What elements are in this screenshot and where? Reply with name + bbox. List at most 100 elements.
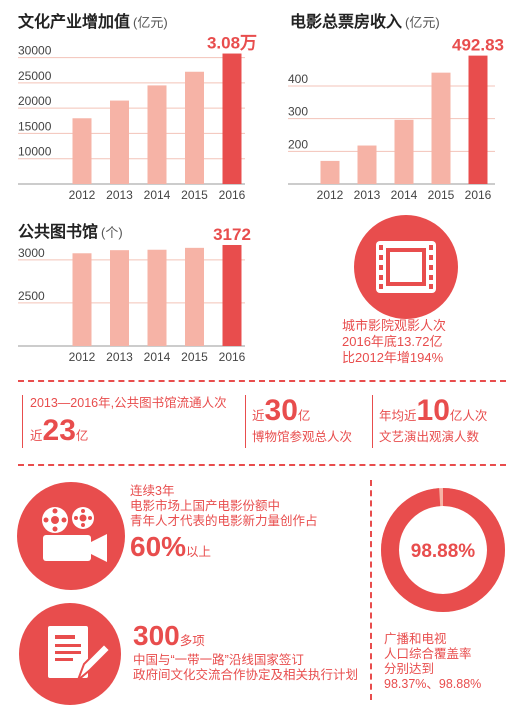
chart3-xtick-label: 2016 <box>219 350 246 364</box>
film-share-line-2: 电影市场上国产电影份额中 <box>130 499 281 513</box>
chart2-unit: (亿元) <box>405 15 440 30</box>
stat-library-bar <box>22 395 23 448</box>
chart3-ytick-label: 2500 <box>18 289 45 303</box>
stat-library-suffix: 亿 <box>75 429 89 443</box>
chart2-ytick-label: 300 <box>288 105 308 119</box>
chart2-bar-2016 <box>468 55 488 184</box>
chart1-ytick-label: 20000 <box>18 94 52 108</box>
projector-badge <box>17 482 125 590</box>
cinema-line-3: 比2012年增194% <box>342 350 444 365</box>
document-pen-icon <box>48 626 112 684</box>
chart2-title: 电影总票房收入 <box>290 14 403 31</box>
chart1-bar-2012 <box>72 118 92 184</box>
stat-museum: 近30亿 博物馆参观总人次 <box>252 394 352 445</box>
stat-library-number: 23 <box>42 414 76 447</box>
coverage-donut: 98.88% <box>381 488 505 612</box>
chart1-xtick-label: 2013 <box>106 188 133 202</box>
stat-museum-bar <box>245 395 246 448</box>
stat-museum-number: 30 <box>264 394 298 427</box>
stat-library-prefix: 近 <box>30 429 43 443</box>
chart3-highlight-label: 3172 <box>213 225 251 244</box>
chart3-bar-2015 <box>185 247 204 346</box>
chart1-bar-2014 <box>147 85 167 184</box>
chart3-title-block: 公共图书馆 (个) <box>18 218 123 242</box>
chart1-ytick-label: 10000 <box>18 145 52 159</box>
chart1-ytick-label: 15000 <box>18 119 52 133</box>
stat-performance-bar <box>372 395 373 448</box>
chart2-xtick-label: 2015 <box>428 188 455 202</box>
stat-library-line: 2013—2016年,公共图书馆流通人次 <box>30 396 227 410</box>
stat-museum-caption: 博物馆参观总人次 <box>252 430 353 444</box>
chart1-ytick-label: 25000 <box>18 69 52 83</box>
chart3-bar-2016 <box>222 244 242 346</box>
chart1-title: 文化产业增加值 <box>18 14 131 31</box>
separator-1 <box>18 380 506 382</box>
chart2-ytick-label: 200 <box>288 137 308 151</box>
broadcast-line-1: 广播和电视 <box>384 632 447 646</box>
chart2-bar-2013 <box>357 145 377 184</box>
chart3-bar-2013 <box>110 250 129 346</box>
chart2-bar-2014 <box>394 119 414 184</box>
chart2-xtick-label: 2014 <box>391 188 418 202</box>
chart1-unit: (亿元) <box>133 15 168 30</box>
broadcast-text: 广播和电视 人口综合覆盖率 分别达到 98.37%、98.88% <box>384 632 481 692</box>
film-share-number: 60% <box>130 531 187 562</box>
broadcast-line-2: 人口综合覆盖率 <box>384 647 472 661</box>
stat-performance: 年均近10亿人次 文艺演出观演人数 <box>379 394 487 445</box>
movie-projector-icon <box>42 507 107 562</box>
chart1-title-block: 文化产业增加值 (亿元) <box>18 8 168 32</box>
chart3-xtick-label: 2015 <box>181 350 208 364</box>
chart2-ytick-label: 400 <box>288 72 308 86</box>
chart3-svg: 3000 2500 2012 2013 2014 2015 2016 3172 <box>18 225 251 364</box>
stat-performance-number: 10 <box>416 394 450 427</box>
film-share-line-3: 青年人才代表的电影新力量创作占 <box>130 514 318 528</box>
chart2-xtick-label: 2016 <box>465 188 492 202</box>
chart3-ytick-label: 3000 <box>18 246 45 260</box>
chart1-bar-2016 <box>222 53 242 184</box>
agreements-line-2: 政府间文化交流合作协定及相关执行计划 <box>133 668 359 682</box>
donut-coverage-slice <box>381 488 505 612</box>
stat-museum-suffix: 亿 <box>297 409 311 423</box>
stat-performance-suffix: 亿人次 <box>449 409 488 423</box>
chart2-title-block: 电影总票房收入 (亿元) <box>290 8 440 32</box>
chart2-svg: 400 300 200 2012 2013 2014 2015 2016 492.83 <box>288 36 504 202</box>
cinema-line-2: 2016年底13.72亿 <box>342 334 443 349</box>
agreements-text: 300多项 中国与“一带一路”沿线国家签订 政府间文化交流合作协定及相关执行计划 <box>133 620 358 683</box>
chart2-xtick-label: 2012 <box>317 188 344 202</box>
film-strip-icon <box>376 241 436 293</box>
chart2-xtick-label: 2013 <box>354 188 381 202</box>
chart3-unit: (个) <box>101 225 123 240</box>
cinema-text: 城市影院观影人次 2016年底13.72亿 比2012年增194% <box>342 318 446 366</box>
chart2-bar-2015 <box>431 72 451 184</box>
chart2-bar-2012 <box>320 160 340 184</box>
stat-library: 2013—2016年,公共图书馆流通人次 近23亿 <box>30 396 227 448</box>
film-share-line-1: 连续3年 <box>130 484 175 498</box>
chart3-title: 公共图书馆 <box>18 224 99 241</box>
chart3-xtick-label: 2012 <box>69 350 96 364</box>
chart1-ytick-label: 30000 <box>18 44 52 58</box>
chart1-xtick-label: 2016 <box>219 188 246 202</box>
broadcast-line-4: 98.37%、98.88% <box>384 677 482 691</box>
broadcast-line-3: 分别达到 <box>384 662 435 676</box>
agreements-line-1: 中国与“一带一路”沿线国家签订 <box>133 653 304 667</box>
separator-vertical <box>370 480 372 700</box>
separator-2 <box>18 464 506 466</box>
cinema-line-1: 城市影院观影人次 <box>342 318 447 333</box>
agreements-number: 300 <box>133 620 180 651</box>
chart2-highlight-label: 492.83 <box>452 36 504 55</box>
chart3-xtick-label: 2013 <box>106 350 133 364</box>
film-share-text: 连续3年 电影市场上国产电影份额中 青年人才代表的电影新力量创作占 60%以上 <box>130 484 318 563</box>
chart1-highlight-label: 3.08万 <box>207 34 257 53</box>
stat-performance-caption: 文艺演出观演人数 <box>379 430 480 444</box>
agreements-suffix: 多项 <box>179 634 205 648</box>
stat-performance-prefix: 年均近 <box>379 409 417 423</box>
cinema-badge <box>354 215 458 319</box>
film-share-suffix: 以上 <box>186 545 212 559</box>
chart3-bar-2014 <box>147 249 167 346</box>
chart1-svg: 30000 25000 20000 15000 10000 2012 2013 2014 201… <box>18 34 257 202</box>
chart1-xtick-label: 2015 <box>181 188 208 202</box>
donut-center-label: 98.88% <box>411 541 476 562</box>
chart1-xtick-label: 2012 <box>69 188 96 202</box>
chart1-xtick-label: 2014 <box>144 188 171 202</box>
chart1-bar-2015 <box>185 71 204 184</box>
